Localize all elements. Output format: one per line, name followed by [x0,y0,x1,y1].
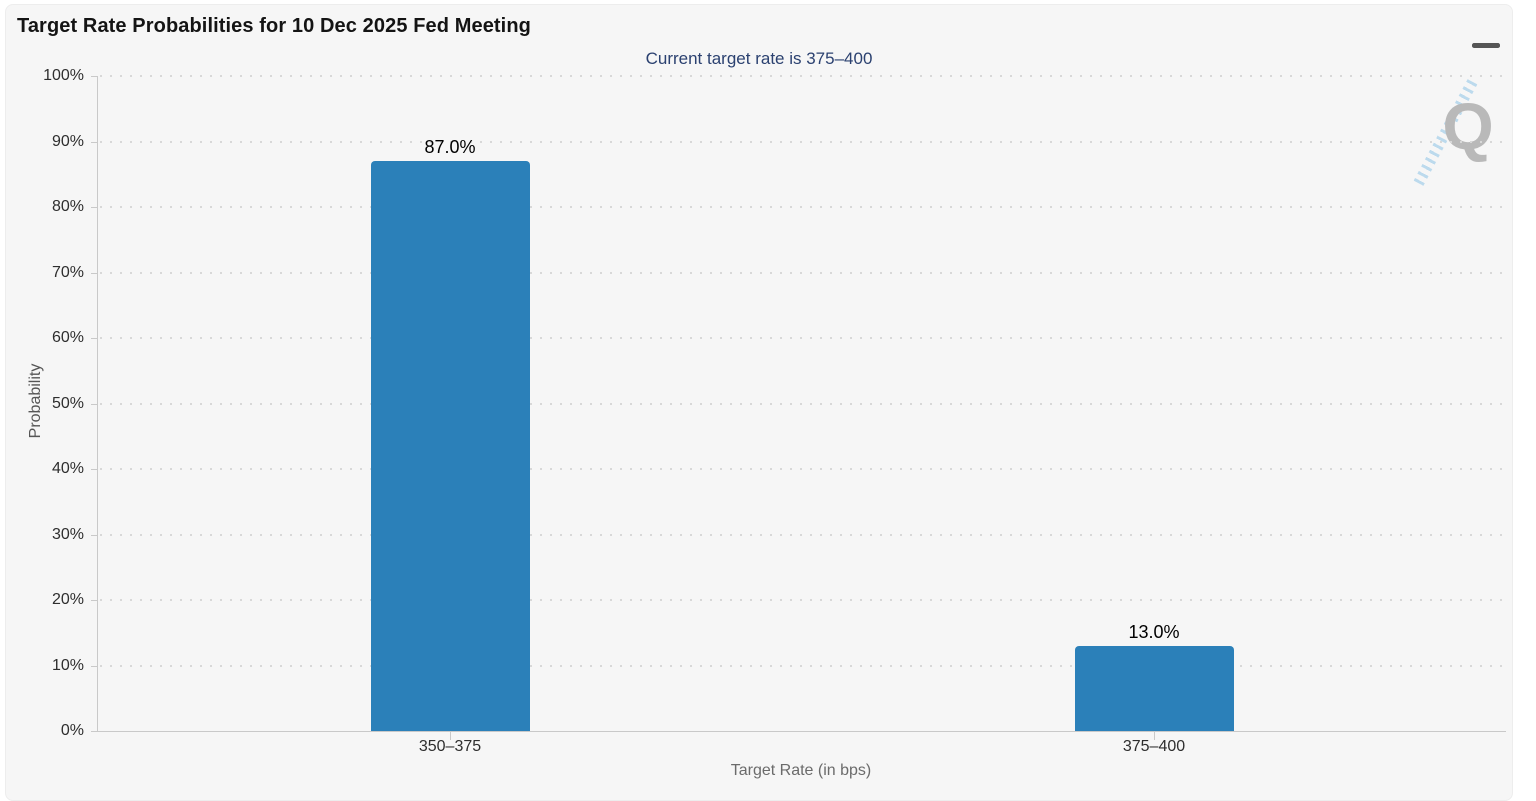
y-tick-label: 20% [51,591,84,608]
y-axis-tick [91,207,97,208]
x-axis-tick [1154,731,1155,740]
gridline [100,75,1504,77]
y-tick-label: 90% [51,132,84,150]
y-axis-title: Probability [27,363,44,439]
x-axis-tick [450,731,451,740]
y-tick-label: 0% [60,722,84,739]
chart-card: Target Rate Probabilities for 10 Dec 202… [5,4,1513,801]
y-tick-label: 30% [51,525,84,543]
y-axis-tick [91,272,97,274]
y-tick-label: 80% [51,198,84,215]
gridline [100,664,1504,667]
gridline [100,206,1504,208]
gridline [100,468,1504,470]
y-axis-tick [91,338,97,339]
gridline [100,337,1504,339]
y-axis-tick [91,76,97,77]
y-axis-tick [91,534,97,536]
x-tick-label: 350–375 [418,738,482,755]
y-axis-tick [91,600,97,601]
y-tick-label: 100% [43,67,84,84]
watermark-q-logo: Q [1442,89,1494,163]
bar-value-label: 87.0% [424,137,476,158]
y-axis-tick [91,731,97,732]
chart-title: Target Rate Probabilities for 10 Dec 202… [17,15,531,37]
bar-value-label: 13.0% [1128,621,1180,642]
y-tick-label: 70% [51,263,84,281]
x-tick-label: 375–400 [1122,738,1186,755]
y-axis-tick [91,141,97,143]
gridline [100,271,1504,274]
gridline [100,533,1504,536]
y-tick-label: 60% [51,329,84,346]
plot-area: Q 0% 10% 20% 30% 40% 50% 60% 70% 80% 90% 100% 87.0%… [43,67,1506,755]
bar-375–400[interactable] [1074,645,1234,731]
chart-subtitle: Current target rate is 375–400 [645,49,873,68]
y-axis-tick [91,665,97,667]
y-tick-label: 10% [51,656,84,674]
y-axis-tick [91,469,97,470]
y-tick-label: 40% [51,460,84,477]
menu-button[interactable] [1470,20,1502,48]
y-tick-label: 50% [51,394,84,412]
x-axis-title: Target Rate (in bps) [730,762,872,779]
gridline [100,599,1504,601]
y-axis-tick [91,403,97,405]
gridline [100,140,1504,143]
hamburger-icon [1472,43,1500,48]
gridline [100,402,1504,405]
bar-350–375[interactable] [370,161,530,731]
